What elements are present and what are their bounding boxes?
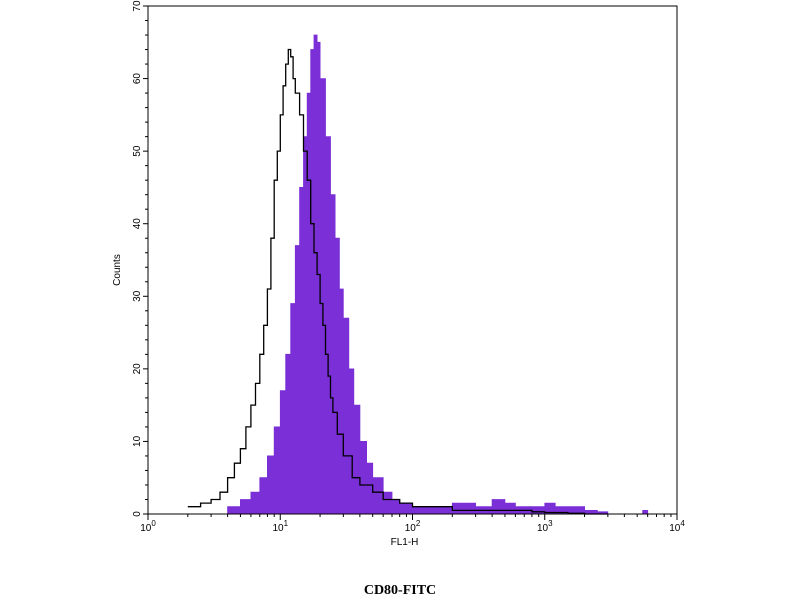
y-tick-label: 30 <box>132 290 143 302</box>
x-axis-title: FL1-H <box>391 537 419 548</box>
plot-frame <box>147 5 678 515</box>
x-tick-label: 101 <box>272 519 288 534</box>
y-tick-label: 0 <box>132 511 143 517</box>
y-tick-label: 60 <box>132 73 143 85</box>
x-tick-label: 103 <box>537 519 553 534</box>
filled-histogram-layer <box>211 34 657 515</box>
y-axis-title: Counts <box>112 254 123 286</box>
tick-labels: 0 10 20 30 40 50 60 70 100 101 102 103 104 <box>132 0 685 534</box>
y-tick-label: 10 <box>132 435 143 447</box>
axis-ticks <box>143 5 678 520</box>
y-tick-label: 20 <box>132 363 143 375</box>
outline-histogram-layer <box>187 48 608 515</box>
y-tick-label: 40 <box>132 218 143 230</box>
x-tick-label: 102 <box>405 519 421 534</box>
y-tick-label: 50 <box>132 145 143 157</box>
filled-histogram-series <box>211 34 657 515</box>
y-tick-label: 70 <box>132 0 143 12</box>
outline-histogram-series <box>187 48 608 515</box>
x-tick-label: 100 <box>140 519 156 534</box>
x-tick-label: 104 <box>669 519 685 534</box>
figure-caption: CD80-FITC <box>363 583 437 598</box>
